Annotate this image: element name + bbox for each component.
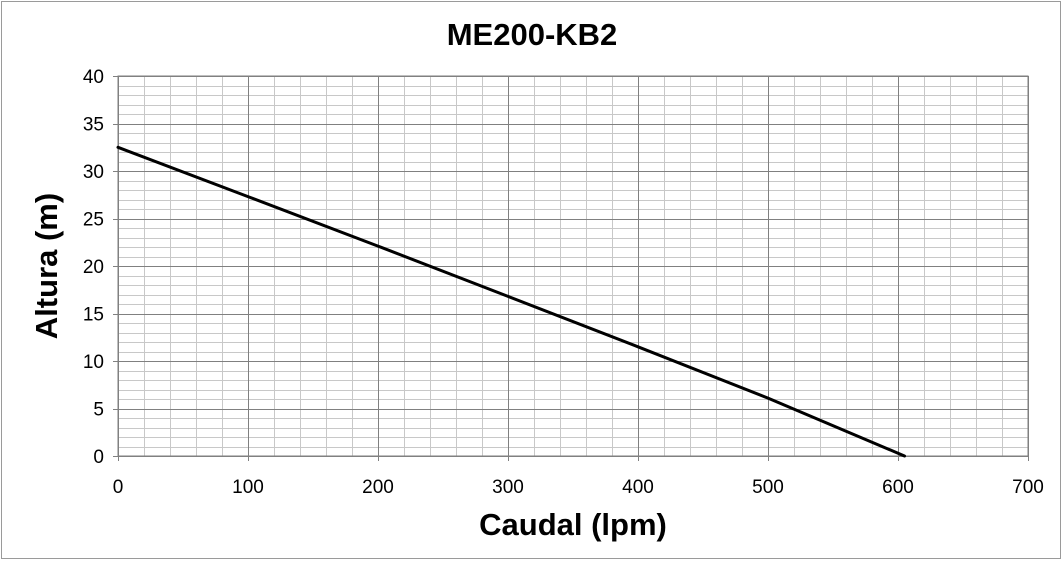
- y-axis-title: Altura (m): [29, 193, 64, 339]
- x-tick-label: 200: [362, 477, 394, 498]
- x-axis-ticks: 0 100 200 300 400 500 600 700: [113, 477, 1044, 498]
- chart-title: ME200-KB2: [447, 17, 618, 52]
- y-tick-label: 25: [83, 210, 104, 231]
- y-tick-label: 5: [93, 400, 104, 421]
- x-tick-label: 600: [882, 477, 914, 498]
- y-tick-label: 35: [83, 115, 104, 136]
- x-axis-title: Caudal (lpm): [479, 507, 667, 542]
- x-tick-label: 100: [232, 477, 264, 498]
- series-layer: [116, 145, 906, 458]
- x-tick-label: 0: [113, 477, 124, 498]
- y-tick-label: 40: [83, 67, 104, 88]
- series-line: [116, 145, 906, 458]
- y-tick-label: 20: [83, 257, 104, 278]
- y-tick-label: 15: [83, 305, 104, 326]
- y-tick-label: 30: [83, 162, 104, 183]
- y-tick-label: 10: [83, 352, 104, 373]
- x-tick-label: 300: [492, 477, 524, 498]
- y-axis-ticks: 0 5 10 15 20 25 30 35 40: [83, 67, 104, 468]
- x-tick-label: 700: [1012, 477, 1044, 498]
- x-tick-label: 400: [622, 477, 654, 498]
- plot-area-border: [117, 75, 1029, 457]
- y-tick-label: 0: [93, 447, 104, 468]
- x-tick-label: 500: [752, 477, 784, 498]
